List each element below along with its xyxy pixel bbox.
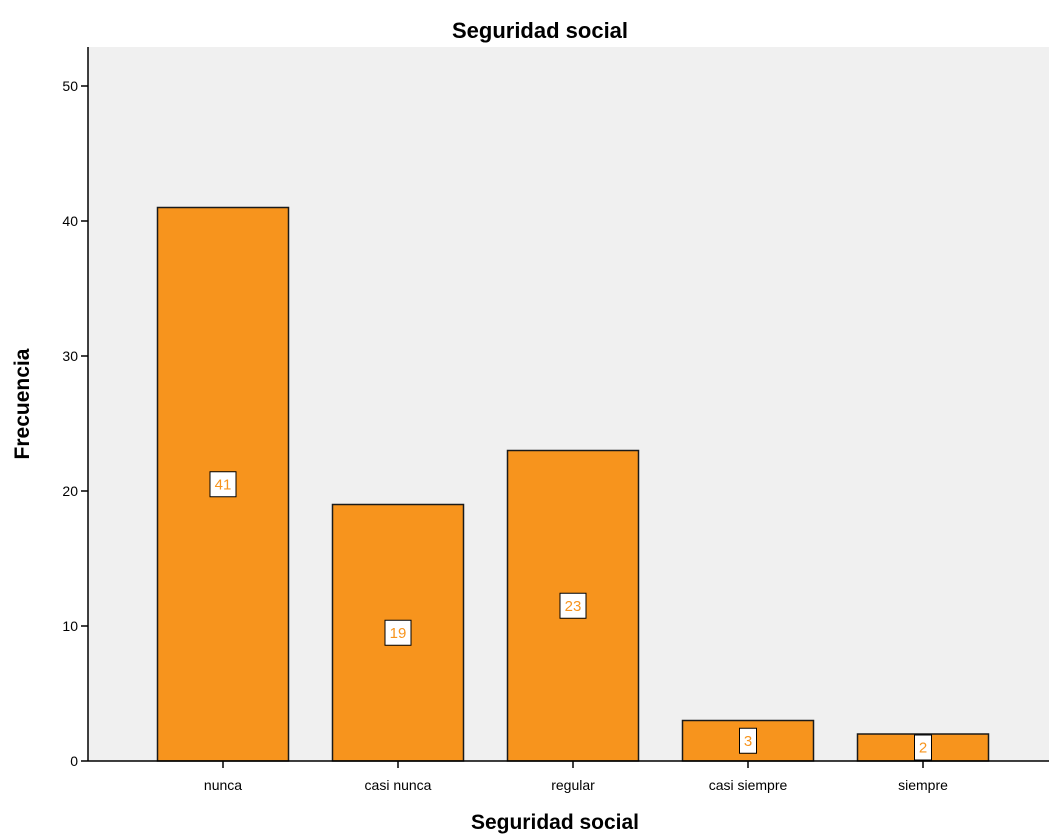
data-label-box (559, 592, 587, 619)
data-label-box (914, 734, 932, 761)
data-label: 41 (215, 476, 232, 493)
x-tick-label: casi nunca (365, 777, 432, 793)
y-ticks-group: 0 10 20 30 40 50 (62, 78, 88, 769)
data-labels-group: 41 19 23 3 2 (209, 471, 932, 761)
data-label-box (739, 727, 757, 754)
x-ticks-group: nunca casi nunca regular casi siempre siempr… (204, 761, 948, 793)
data-label: 2 (919, 740, 927, 757)
y-tick-label: 10 (62, 618, 78, 634)
y-tick-label: 0 (70, 753, 78, 769)
data-label: 3 (744, 733, 752, 750)
y-tick-label: 30 (62, 348, 78, 364)
y-tick-label: 20 (62, 483, 78, 499)
y-tick-label: 40 (62, 213, 78, 229)
y-tick-label: 50 (62, 78, 78, 94)
chart-title: Seguridad social (452, 18, 628, 43)
x-tick-label: regular (551, 777, 595, 793)
data-label: 23 (565, 598, 582, 615)
data-label: 19 (390, 625, 407, 642)
x-tick-label: nunca (204, 777, 242, 793)
x-axis-title: Seguridad social (471, 811, 639, 834)
data-label-box (384, 619, 412, 646)
x-tick-label: siempre (898, 777, 948, 793)
x-tick-label: casi siempre (709, 777, 788, 793)
y-axis-title: Frecuencia (11, 348, 34, 459)
data-label-box (209, 471, 237, 498)
